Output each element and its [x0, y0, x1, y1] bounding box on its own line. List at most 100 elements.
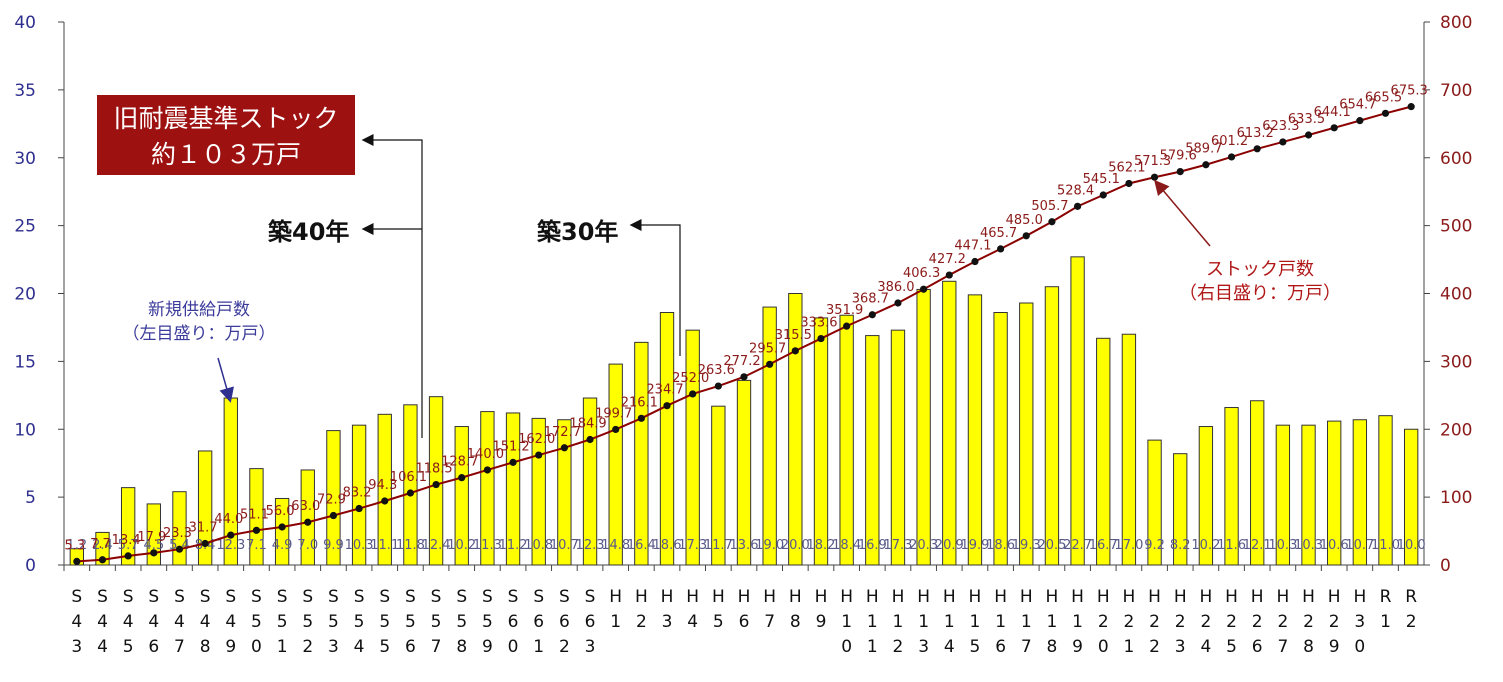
x-tick-label: 1 [1123, 637, 1134, 657]
x-tick-label: 7 [1021, 637, 1032, 657]
x-tick-label: H [712, 587, 725, 607]
x-tick-label: 6 [585, 612, 596, 632]
x-tick-label: H [815, 587, 828, 607]
stock-value-label: 654.7 [1339, 98, 1376, 113]
x-tick-label: 4 [200, 612, 211, 632]
x-tick-label: 3 [585, 637, 596, 657]
bar [557, 419, 572, 566]
x-tick-label: 4 [1200, 637, 1211, 657]
stock-value-label: 216.1 [621, 395, 658, 410]
x-tick-label: 5 [970, 637, 981, 657]
x-tick-label: 1 [970, 612, 981, 632]
x-tick-label: 5 [354, 612, 365, 632]
x-tick-label: 3 [918, 637, 929, 657]
x-tick-label: 4 [97, 612, 108, 632]
right-tick-label: 800 [1440, 13, 1472, 33]
x-tick-label: H [969, 587, 982, 607]
stock-point [868, 311, 876, 319]
stock-value-label: 465.7 [980, 226, 1017, 241]
x-tick-label: 5 [123, 637, 134, 657]
bar [890, 329, 906, 566]
x-tick-label: 2 [893, 637, 904, 657]
stock-point [73, 557, 81, 566]
x-tick-label: 4 [687, 612, 698, 632]
x-tick-label: H [1251, 587, 1264, 607]
bar [1352, 419, 1368, 566]
bar-value-label: 19.0 [755, 538, 784, 553]
x-tick-label: 6 [739, 612, 750, 632]
bar [916, 288, 931, 566]
x-tick-label: H [917, 587, 930, 607]
stock-value-label: 665.5 [1365, 90, 1402, 105]
bar-value-label: 10.0 [1397, 538, 1426, 553]
bar-value-label: 12.4 [422, 538, 451, 553]
x-tick-label: H [1199, 587, 1212, 607]
x-tick-label: 9 [1072, 637, 1083, 657]
stock-point [329, 511, 338, 520]
x-tick-label: S [354, 587, 365, 607]
stock-point [689, 390, 697, 398]
x-tick-label: 3 [1354, 612, 1365, 632]
bar [1301, 424, 1316, 566]
stock-point [1279, 138, 1287, 146]
bar [1121, 333, 1137, 566]
bar [403, 404, 418, 566]
x-tick-label: S [123, 587, 134, 607]
x-tick-label: H [1302, 587, 1315, 607]
callout-line-1: 旧耐震基準ストック [113, 104, 339, 133]
x-tick-label: 1 [867, 637, 878, 657]
stock-point [1048, 218, 1056, 226]
bar-value-label: 17.3 [883, 538, 912, 553]
bar [967, 294, 983, 566]
bar-legend-line-1: 新規供給戸数 [148, 300, 250, 320]
x-tick-label: H [1174, 587, 1187, 607]
stock-value-label: 505.7 [1031, 199, 1068, 214]
bar [351, 424, 367, 566]
x-tick-label: 7 [764, 612, 775, 632]
bar-value-label: 13.6 [730, 538, 759, 553]
bar [608, 363, 623, 566]
line-legend-arrow [1154, 179, 1211, 247]
age-40-label: 築40年 [268, 218, 350, 246]
x-tick-label: 9 [1329, 637, 1340, 657]
stock-value-label: 94.3 [368, 478, 397, 493]
left-tick-label: 25 [14, 217, 36, 237]
bar-value-label: 18.4 [832, 538, 861, 553]
old-standard-stock-callout: 旧耐震基準ストック 約１０３万戸 [97, 95, 355, 175]
x-tick-label: H [1148, 587, 1161, 607]
bar [120, 487, 136, 566]
x-tick-label: 2 [1329, 612, 1340, 632]
callout-line-2: 約１０３万戸 [150, 140, 301, 169]
right-tick-label: 400 [1440, 285, 1472, 305]
stock-point [304, 518, 312, 526]
stock-value-label: 263.6 [698, 363, 735, 378]
x-tick-label: 2 [559, 637, 570, 657]
x-tick-label: 2 [1175, 612, 1186, 632]
x-tick-label: 1 [533, 637, 544, 657]
bar-value-label: 14.8 [601, 538, 630, 553]
bar [788, 293, 803, 566]
x-tick-label: S [71, 587, 82, 607]
bar-value-label: 7.1 [246, 538, 267, 553]
bar [326, 430, 341, 566]
bar [685, 329, 700, 566]
bar [1378, 415, 1393, 566]
bar-value-label: 18.6 [653, 538, 682, 553]
x-tick-label: 2 [1149, 612, 1160, 632]
stock-point [355, 504, 363, 513]
stock-value-label: 140.0 [467, 447, 504, 462]
x-tick-label: 6 [995, 637, 1006, 657]
x-tick-label: 2 [1200, 612, 1211, 632]
bar [1096, 337, 1111, 566]
x-tick-label: 4 [148, 612, 159, 632]
bar [1250, 400, 1265, 566]
bar-value-label: 20.0 [781, 538, 810, 553]
bar-value-label: 16.9 [858, 538, 887, 553]
bar-value-label: 10.2 [1191, 538, 1220, 553]
left-tick-label: 15 [14, 352, 36, 372]
left-tick-label: 5 [25, 488, 36, 508]
x-tick-label: 6 [533, 612, 544, 632]
right-tick-label: 700 [1440, 81, 1472, 101]
x-tick-label: S [148, 587, 159, 607]
left-tick-label: 35 [14, 81, 36, 101]
